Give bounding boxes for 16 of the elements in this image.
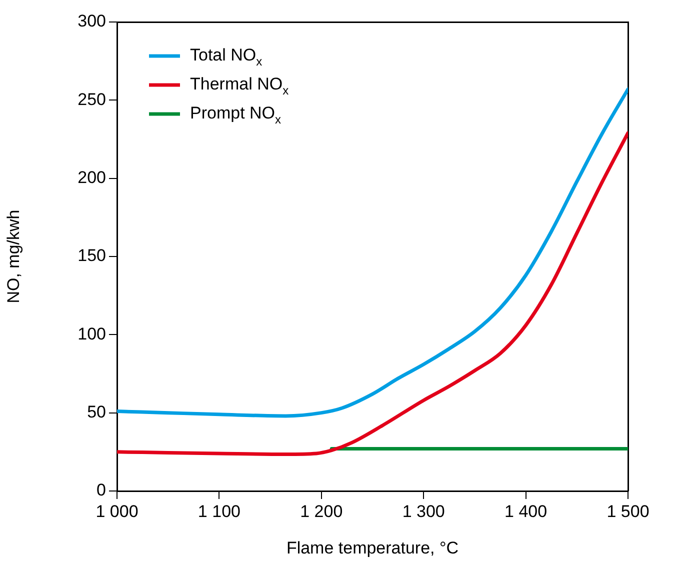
x-tick-label: 1 100 <box>198 502 240 521</box>
y-tick-label: 250 <box>78 90 106 109</box>
y-tick-label: 100 <box>78 324 106 344</box>
x-tick-label: 1 200 <box>300 502 343 521</box>
y-tick-label: 300 <box>78 12 106 31</box>
y-tick-label: 150 <box>78 246 106 266</box>
x-axis-title: Flame temperature, °C <box>286 538 459 558</box>
y-axis-title: NO, mg/kwh <box>4 210 23 304</box>
x-tick-label: 1 400 <box>504 502 548 521</box>
x-tick-label: 1 000 <box>96 502 138 521</box>
x-tick-label: 1 300 <box>402 502 445 521</box>
line-series <box>117 131 628 456</box>
y-tick-label: 0 <box>96 480 106 500</box>
y-tick-label: 50 <box>87 402 106 422</box>
x-tick-label: 1 500 <box>606 502 650 521</box>
y-tick-label: 200 <box>78 168 106 188</box>
